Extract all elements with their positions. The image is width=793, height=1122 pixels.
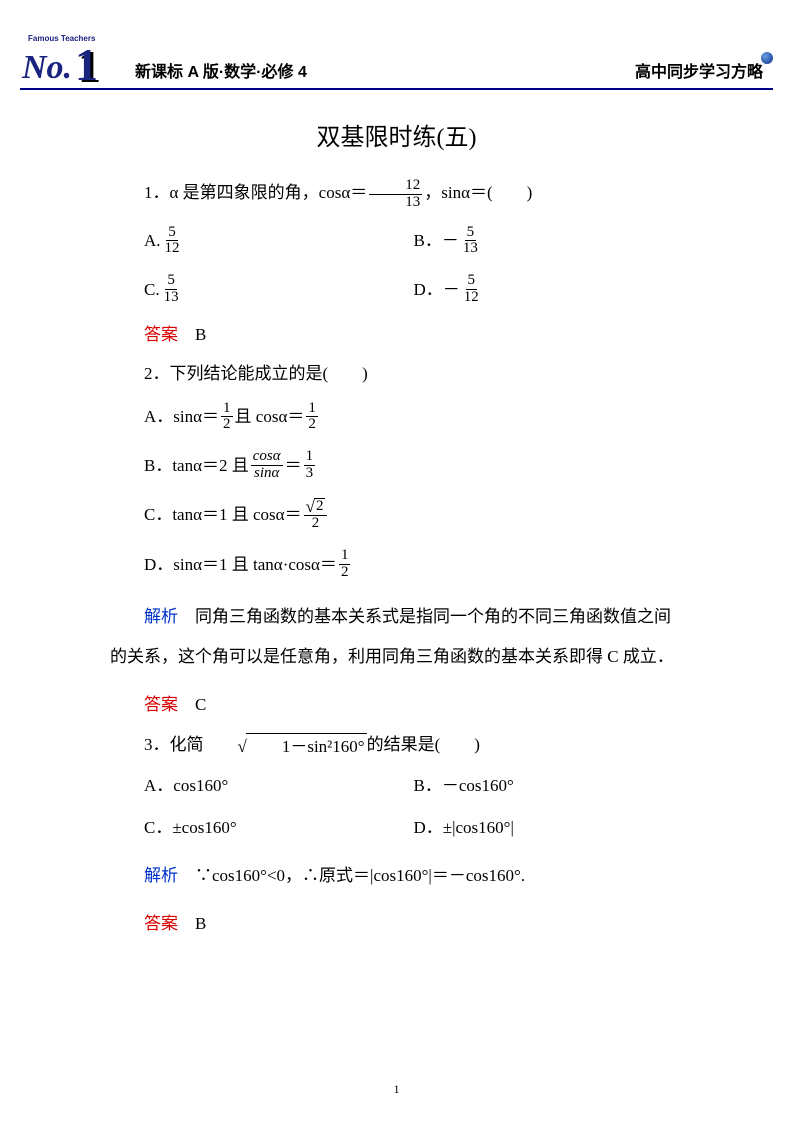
q2-explain: 解析 同角三角函数的基本关系式是指同一个角的不同三角函数值之间的关系，这个角可以… — [110, 597, 683, 679]
q1-stem-pre: 1．α 是第四象限的角，cosα＝ — [144, 183, 367, 202]
q2-opt-d: D．sinα＝1 且 tanα·cosα＝12 — [110, 548, 683, 581]
header-dot-icon — [761, 52, 773, 64]
answer-label: 答案 — [144, 695, 178, 714]
header-right-text: 高中同步学习方略 — [635, 58, 763, 82]
q2-opt-b: B．tanα＝2 且cosαsinα＝13 — [110, 449, 683, 482]
q1-stem: 1．α 是第四象限的角，cosα＝1213，sinα＝( ) — [110, 178, 683, 211]
q1-answer: 答案 B — [110, 322, 683, 348]
page-header: Famous Teachers No. 1 1 新课标 A 版·数学·必修 4 … — [20, 0, 773, 90]
q1-row-ab: A.512 B．－513 — [110, 225, 683, 258]
q3-row-cd: C．±cos160° D．±|cos160°| — [110, 815, 683, 841]
logo-no: No. — [21, 49, 72, 85]
explain-label: 解析 — [144, 866, 178, 885]
answer-label: 答案 — [144, 914, 178, 933]
page-title: 双基限时练(五) — [110, 120, 683, 156]
q3-opt-d: D．±|cos160°| — [414, 815, 684, 841]
q1-row-cd: C.513 D．－512 — [110, 273, 683, 306]
logo-1: 1 — [75, 39, 98, 85]
q1-stem-post: ，sinα＝( ) — [424, 183, 532, 202]
logo: Famous Teachers No. 1 1 — [20, 30, 115, 85]
q3-stem: 3．化简√1－sin²160°的结果是( ) — [110, 732, 683, 759]
q3-row-ab: A．cos160° B．－cos160° — [110, 773, 683, 799]
explain-label: 解析 — [144, 607, 178, 626]
header-left-text: 新课标 A 版·数学·必修 4 — [135, 58, 307, 82]
page-number: 1 — [0, 1082, 793, 1097]
q2-opt-c: C．tanα＝1 且 cosα＝√22 — [110, 498, 683, 533]
q2-answer: 答案 C — [110, 692, 683, 718]
q3-opt-b: B．－cos160° — [414, 773, 684, 799]
q1-opt-b: B．－513 — [414, 225, 684, 258]
q1-opt-c: C.513 — [144, 273, 414, 306]
q1-opt-d: D．－512 — [414, 273, 684, 306]
q3-explain: 解析 ∵cos160°<0，∴原式＝|cos160°|＝－cos160°. — [110, 856, 683, 897]
q1-frac: 1213 — [369, 178, 422, 211]
q3-sqrt: √1－sin²160° — [204, 733, 367, 760]
q3-answer: 答案 B — [110, 911, 683, 937]
answer-label: 答案 — [144, 325, 178, 344]
q2-stem: 2．下列结论能成立的是( ) — [110, 361, 683, 387]
q1-opt-a: A.512 — [144, 225, 414, 258]
content: 双基限时练(五) 1．α 是第四象限的角，cosα＝1213，sinα＝( ) … — [0, 90, 793, 936]
q3-opt-c: C．±cos160° — [144, 815, 414, 841]
q3-opt-a: A．cos160° — [144, 773, 414, 799]
q2-opt-a: A．sinα＝12且 cosα＝12 — [110, 401, 683, 434]
